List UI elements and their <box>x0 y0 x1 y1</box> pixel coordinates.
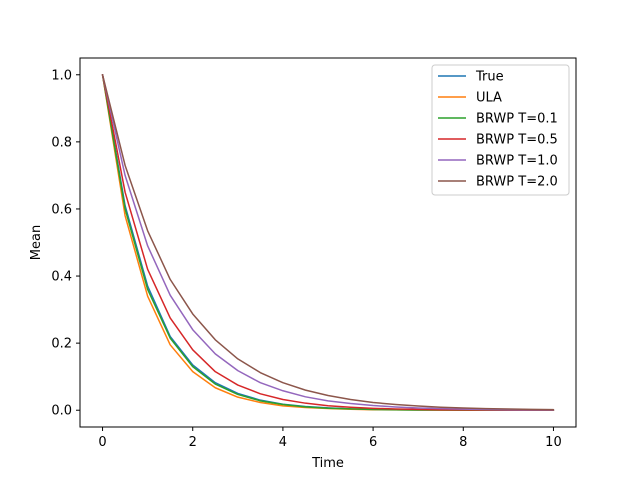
legend-label-2: BRWP T=0.1 <box>476 112 558 127</box>
x-tick-label: 10 <box>545 435 562 450</box>
x-tick-label: 0 <box>98 435 106 450</box>
y-tick-label: 0.4 <box>51 270 72 285</box>
legend-label-5: BRWP T=2.0 <box>476 175 558 190</box>
legend-label-1: ULA <box>476 91 502 106</box>
x-axis: 0 2 4 6 8 10 <box>98 427 562 450</box>
series-lines <box>101 74 555 411</box>
series-line-5 <box>101 74 555 411</box>
legend-label-0: True <box>475 70 504 85</box>
plot-frame <box>79 57 577 428</box>
y-tick-label: 0.0 <box>51 404 72 419</box>
series-line-4 <box>101 74 555 411</box>
y-axis: 0.0 0.2 0.4 0.6 0.8 1.0 <box>51 68 80 419</box>
legend-label-4: BRWP T=1.0 <box>476 154 558 169</box>
y-tick-label: 1.0 <box>51 68 72 83</box>
x-tick-label: 4 <box>279 435 287 450</box>
y-tick-label: 0.8 <box>51 135 72 150</box>
x-tick-label: 6 <box>369 435 377 450</box>
legend-box <box>431 64 570 196</box>
y-tick-label: 0.6 <box>51 202 72 217</box>
legend: True ULA BRWP T=0.1 BRWP T=0.5 BRWP T=1.0 BRW… <box>431 64 570 196</box>
x-tick-label: 8 <box>459 435 467 450</box>
legend-label-3: BRWP T=0.5 <box>476 133 558 148</box>
y-tick-label: 0.2 <box>51 337 72 352</box>
x-axis-label: Time <box>311 456 344 471</box>
x-tick-label: 2 <box>189 435 197 450</box>
y-axis-label: Mean <box>29 225 44 260</box>
